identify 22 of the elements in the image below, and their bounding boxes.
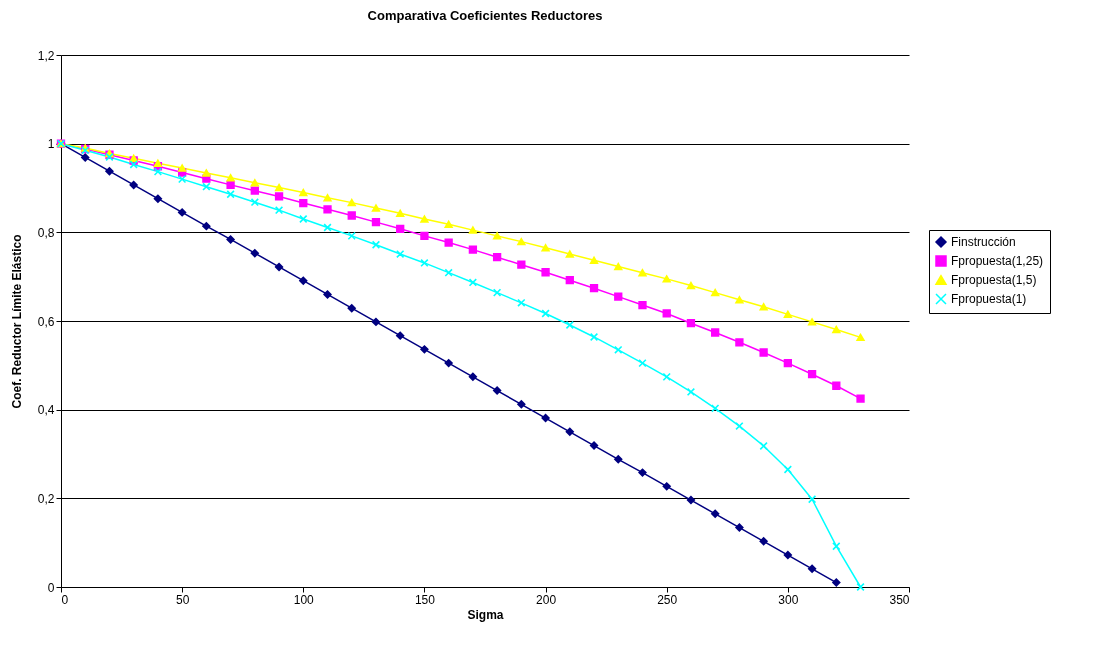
y-axis-title: Coef. Reductor Límite Elástico xyxy=(9,234,24,409)
legend-label: Fpropuesta(1) xyxy=(951,292,1027,306)
x-tick-label: 350 xyxy=(889,592,910,607)
y-tick-label: 0,4 xyxy=(37,403,55,418)
x-tick-label: 250 xyxy=(657,592,678,607)
x-tick-label: 150 xyxy=(414,592,436,607)
chart-title: Comparativa Coeficientes Reductores xyxy=(367,8,603,23)
x-tick-label: 50 xyxy=(175,592,190,607)
legend-label: Fpropuesta(1,25) xyxy=(951,254,1044,268)
y-tick-label: 0,6 xyxy=(37,314,55,329)
legend-label: Fpropuesta(1,5) xyxy=(951,273,1037,287)
y-tick-label: 0 xyxy=(47,580,55,595)
y-tick-label: 0,8 xyxy=(37,225,55,240)
y-tick-label: 0,2 xyxy=(37,491,55,506)
x-axis-title: Sigma xyxy=(467,607,504,622)
y-tick-label: 1,2 xyxy=(37,48,55,63)
y-tick-label: 1 xyxy=(47,137,55,152)
x-tick-label: 200 xyxy=(536,592,557,607)
x-tick-label: 300 xyxy=(778,592,799,607)
x-tick-label: 0 xyxy=(61,592,69,607)
x-tick-label: 100 xyxy=(293,592,315,607)
legend-label: Finstrucción xyxy=(951,235,1016,249)
